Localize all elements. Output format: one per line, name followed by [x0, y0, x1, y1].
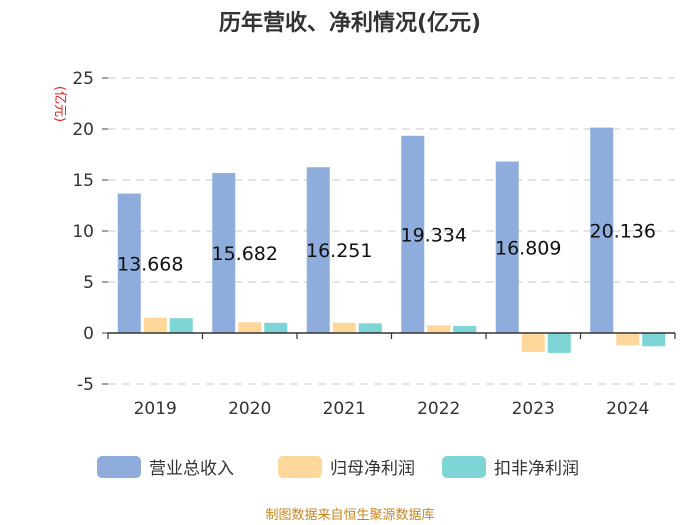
bar-2019-series-0 [117, 193, 141, 333]
bar-2019-series-1 [143, 317, 167, 333]
bars [117, 127, 666, 353]
data-label: 13.668 [117, 253, 183, 275]
bar-2022-series-0 [401, 135, 425, 333]
bar-2024-series-2 [642, 333, 666, 347]
legend-label: 扣非净利润 [494, 459, 579, 479]
x-tick-label: 2020 [228, 399, 271, 419]
x-tick-label: 2022 [417, 399, 460, 419]
y-axis-ticks: 25 20 15 10 5 0 -5 [72, 69, 108, 395]
y-tick-label: 0 [83, 324, 94, 344]
data-label: 20.136 [590, 220, 656, 242]
legend-item-2[interactable]: 扣非净利润 [442, 456, 579, 479]
chart-title: 历年营收、净利情况(亿元) [219, 10, 481, 36]
bar-2020-series-1 [238, 322, 262, 333]
x-axis [107, 332, 676, 339]
bar-2023-series-0 [495, 161, 519, 333]
x-tick-label: 2021 [323, 399, 366, 419]
legend-label: 营业总收入 [149, 459, 234, 479]
y-tick-label: 10 [72, 222, 94, 242]
data-label: 16.809 [495, 237, 561, 259]
bar-2024-series-1 [616, 333, 640, 346]
bar-2020-series-2 [264, 322, 288, 333]
data-label: 15.682 [212, 243, 278, 265]
y-tick-label: -5 [77, 375, 94, 395]
bar-2024-series-0 [590, 127, 614, 334]
legend-item-1[interactable]: 归母净利润 [278, 456, 415, 479]
legend-swatch [97, 456, 141, 478]
x-tick-label: 2024 [606, 399, 649, 419]
y-tick-label: 15 [72, 171, 94, 191]
bar-2022-series-1 [427, 325, 451, 333]
bar-2020-series-0 [212, 173, 236, 333]
data-label: 16.251 [306, 240, 372, 262]
bar-2019-series-2 [169, 318, 193, 333]
y-tick-label: 5 [83, 273, 94, 293]
bar-2023-series-1 [521, 333, 545, 352]
source-footer: 制图数据来自恒生聚源数据库 [265, 507, 434, 523]
bar-2021-series-1 [332, 322, 356, 333]
y-axis-unit: (亿元) [52, 86, 67, 122]
x-tick-label: 2023 [512, 399, 555, 419]
bar-2022-series-2 [453, 325, 477, 333]
bar-2021-series-0 [306, 167, 330, 333]
legend-item-0[interactable]: 营业总收入 [97, 456, 234, 479]
legend[interactable]: 营业总收入 归母净利润 扣非净利润 [97, 456, 579, 479]
legend-swatch [278, 456, 322, 478]
x-axis-ticks: 2019 2020 2021 2022 2023 2024 [134, 399, 650, 419]
y-tick-label: 20 [72, 120, 94, 140]
bar-2021-series-2 [358, 323, 382, 333]
x-tick-label: 2019 [134, 399, 177, 419]
grid-lines [108, 77, 675, 385]
data-labels: 13.668 15.682 16.251 19.334 16.809 20.136 [117, 220, 656, 275]
bar-2023-series-2 [547, 333, 571, 353]
y-tick-label: 25 [72, 69, 94, 89]
legend-swatch [442, 456, 486, 478]
data-label: 19.334 [401, 224, 467, 246]
legend-label: 归母净利润 [330, 459, 415, 479]
